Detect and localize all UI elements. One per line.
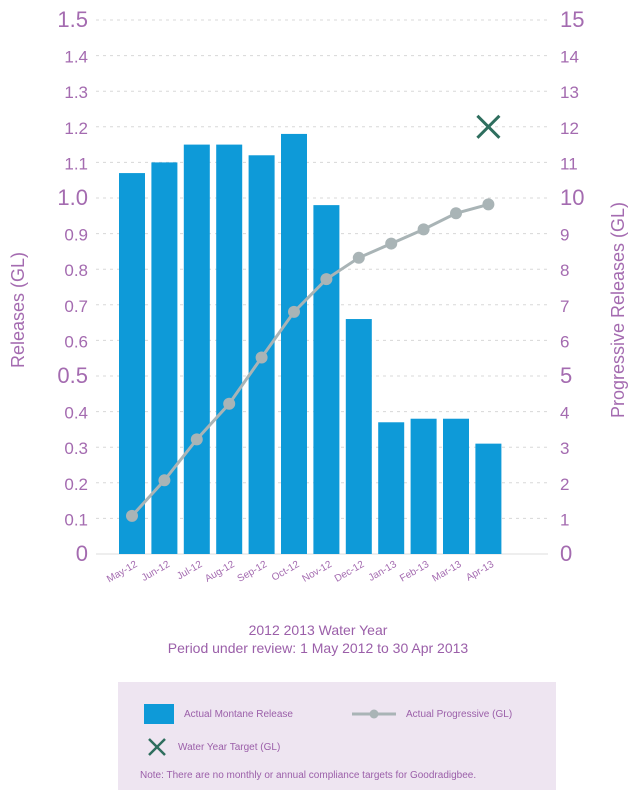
progressive-point (223, 397, 236, 410)
y2-tick-label: 4 (560, 404, 569, 423)
progressive-point (417, 223, 430, 236)
legend-line-swatch (352, 709, 396, 719)
y-tick-label: 0 (76, 541, 88, 566)
bar (443, 418, 469, 554)
y2-tick-label: 5 (560, 363, 572, 388)
period-caption: Period under review: 1 May 2012 to 30 Ap… (167, 640, 469, 656)
y-tick-label: 1.4 (64, 48, 88, 67)
y2-tick-label: 6 (560, 332, 569, 351)
x-tick-label: May-12 (105, 559, 140, 585)
bar (151, 162, 178, 554)
x-tick-label: Nov-12 (300, 559, 334, 585)
legend: Actual Montane Release Actual Progressiv… (118, 682, 556, 790)
y-tick-label: 0.3 (64, 439, 88, 458)
y-tick-label: 0.1 (64, 510, 88, 529)
progressive-point (158, 474, 171, 487)
y2-tick-label: 0 (560, 541, 572, 566)
legend-bar-swatch (144, 704, 174, 724)
bar (345, 319, 372, 554)
y2-tick-label: 15 (560, 7, 584, 32)
y2-tick-label: 7 (560, 297, 569, 316)
bar (216, 144, 243, 554)
x-tick-label: Mar-13 (431, 559, 464, 585)
legend-note: Note: There are no monthly or annual com… (140, 770, 477, 781)
y-tick-label: 0.2 (64, 475, 88, 494)
legend-line-label: Actual Progressive (GL) (406, 708, 513, 720)
progressive-point (255, 351, 268, 364)
x-tick-label: Feb-13 (398, 559, 431, 585)
legend-item-line: Actual Progressive (GL) (350, 708, 512, 720)
y2-tick-label: 8 (560, 261, 569, 280)
y-tick-label: 0.9 (64, 226, 88, 245)
y-tick-label: 1.2 (64, 119, 88, 138)
combo-chart: 0 0.1 0.2 0.3 0.4 0.5 0.6 0.7 0.8 0.9 1.0 1.1 1.2 1.3… (8, 7, 628, 585)
y-tick-label: 0.6 (64, 332, 88, 351)
progressive-point (320, 273, 333, 286)
bar (119, 173, 145, 554)
x-axis-title: 2012 2013 Water Year (248, 622, 388, 638)
y2-tick-label: 10 (560, 185, 584, 210)
target-marker (476, 114, 501, 139)
y-tick-label: 1.5 (57, 7, 88, 32)
x-tick-label: Sep-12 (236, 559, 270, 585)
x-tick-label: Jan-13 (367, 559, 399, 584)
y2-tick-label: 14 (560, 48, 579, 67)
y2-tick-label: 1 (560, 510, 569, 529)
y2-tick-label: 9 (560, 226, 569, 245)
progressive-point (482, 198, 495, 211)
bar (183, 144, 210, 554)
y2-tick-label: 13 (560, 83, 579, 102)
y2-tick-label: 11 (560, 154, 578, 173)
progressive-point (450, 207, 462, 220)
y2-axis-title: Progressive Releases (GL) (608, 202, 628, 418)
x-tick-label: Dec-12 (333, 559, 367, 585)
bar (475, 443, 502, 554)
progressive-line (130, 202, 489, 517)
legend-target-label: Water Year Target (GL) (178, 741, 281, 753)
y2-tick-label: 12 (560, 119, 579, 138)
y-tick-label: 0.5 (57, 363, 88, 388)
y-tick-label: 0.4 (64, 404, 88, 423)
x-tick-label: Aug-12 (203, 559, 237, 585)
legend-item-target: Water Year Target (GL) (146, 736, 280, 758)
bar (281, 133, 307, 555)
progressive-point (385, 237, 398, 250)
target-x-icon (148, 738, 166, 756)
y-tick-label: 1.0 (57, 185, 88, 210)
x-tick-label: Apr-13 (464, 559, 496, 584)
y2-tick-label: 2 (560, 475, 569, 494)
legend-bar-label: Actual Montane Release (184, 708, 293, 720)
progressive-point (352, 251, 365, 264)
progressive-point (190, 433, 203, 446)
progressive-point (126, 509, 138, 522)
y-tick-label: 0.8 (64, 261, 88, 280)
progressive-point (288, 305, 300, 318)
x-tick-label: Jun-12 (140, 559, 172, 584)
y2-tick-label: 3 (560, 439, 569, 458)
x-tick-label: Jul-12 (175, 559, 204, 582)
legend-item-bar: Actual Montane Release (144, 704, 293, 724)
bar (313, 205, 340, 554)
y-tick-label: 1.3 (64, 83, 88, 102)
bar (410, 418, 437, 554)
x-tick-label: Oct-12 (270, 559, 302, 584)
y-tick-label: 0.7 (64, 297, 88, 316)
y-tick-label: 1.1 (64, 154, 88, 173)
y-axis-title: Releases (GL) (8, 252, 28, 368)
bar (378, 422, 405, 554)
